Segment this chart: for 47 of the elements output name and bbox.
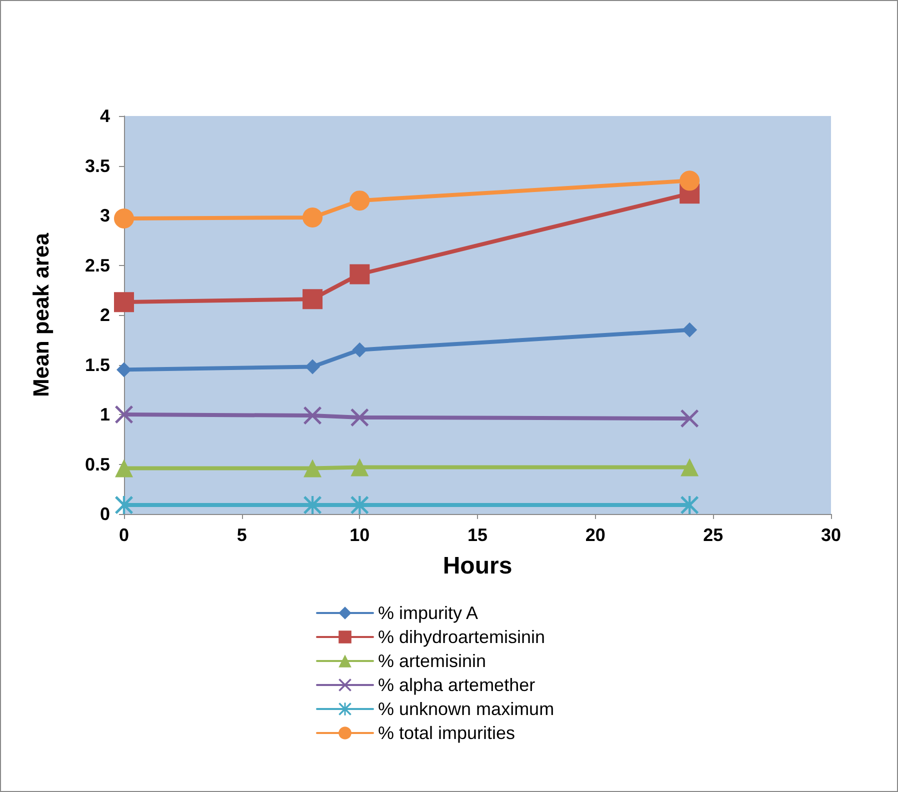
x-tick-label: 30 bbox=[820, 525, 842, 545]
point bbox=[350, 458, 369, 476]
point bbox=[350, 264, 370, 284]
x-tick-label: 0 bbox=[118, 525, 130, 545]
y-tick-label: 1 bbox=[100, 404, 110, 424]
point bbox=[680, 458, 699, 476]
y-tick-label: 2.5 bbox=[84, 255, 110, 276]
point bbox=[680, 409, 699, 428]
point bbox=[682, 322, 698, 338]
y-tick-label: 0.5 bbox=[84, 454, 110, 474]
y-axis-title: Mean peak area bbox=[28, 232, 54, 397]
point bbox=[680, 496, 699, 514]
point bbox=[304, 406, 322, 424]
point bbox=[304, 496, 322, 514]
point bbox=[305, 359, 320, 374]
point bbox=[350, 408, 369, 426]
legend-label: % unknown maximum bbox=[378, 699, 554, 719]
point bbox=[302, 289, 323, 310]
point bbox=[350, 496, 369, 514]
y-tick-label: 1.5 bbox=[84, 354, 110, 375]
point bbox=[116, 362, 132, 378]
point bbox=[680, 170, 700, 191]
y-tick-label: 0 bbox=[100, 504, 110, 524]
point bbox=[114, 208, 134, 228]
x-tick-label: 20 bbox=[585, 525, 606, 545]
point bbox=[115, 496, 133, 514]
x-tick-label: 5 bbox=[236, 525, 247, 545]
y-tick-label: 4 bbox=[100, 106, 110, 126]
point bbox=[352, 342, 368, 358]
point bbox=[304, 459, 322, 478]
y-tick-label: 2 bbox=[100, 305, 110, 325]
legend-label: % artemisinin bbox=[378, 651, 486, 671]
legend-label: % total impurities bbox=[378, 723, 516, 743]
point bbox=[302, 207, 323, 228]
point bbox=[115, 459, 133, 478]
point bbox=[115, 406, 133, 424]
legend-label: % dihydroartemisinin bbox=[378, 627, 546, 647]
x-axis-title: Hours bbox=[442, 552, 512, 580]
y-tick-label: 3.5 bbox=[84, 156, 110, 176]
legend-label: % alpha artemether bbox=[378, 675, 536, 695]
x-tick-label: 15 bbox=[467, 525, 488, 545]
x-tick-label: 25 bbox=[703, 525, 724, 545]
legend-label: % impurity A bbox=[378, 603, 478, 623]
y-tick-label: 3 bbox=[100, 206, 110, 226]
x-tick-label: 10 bbox=[350, 525, 370, 545]
point bbox=[114, 292, 134, 312]
point bbox=[350, 190, 370, 211]
